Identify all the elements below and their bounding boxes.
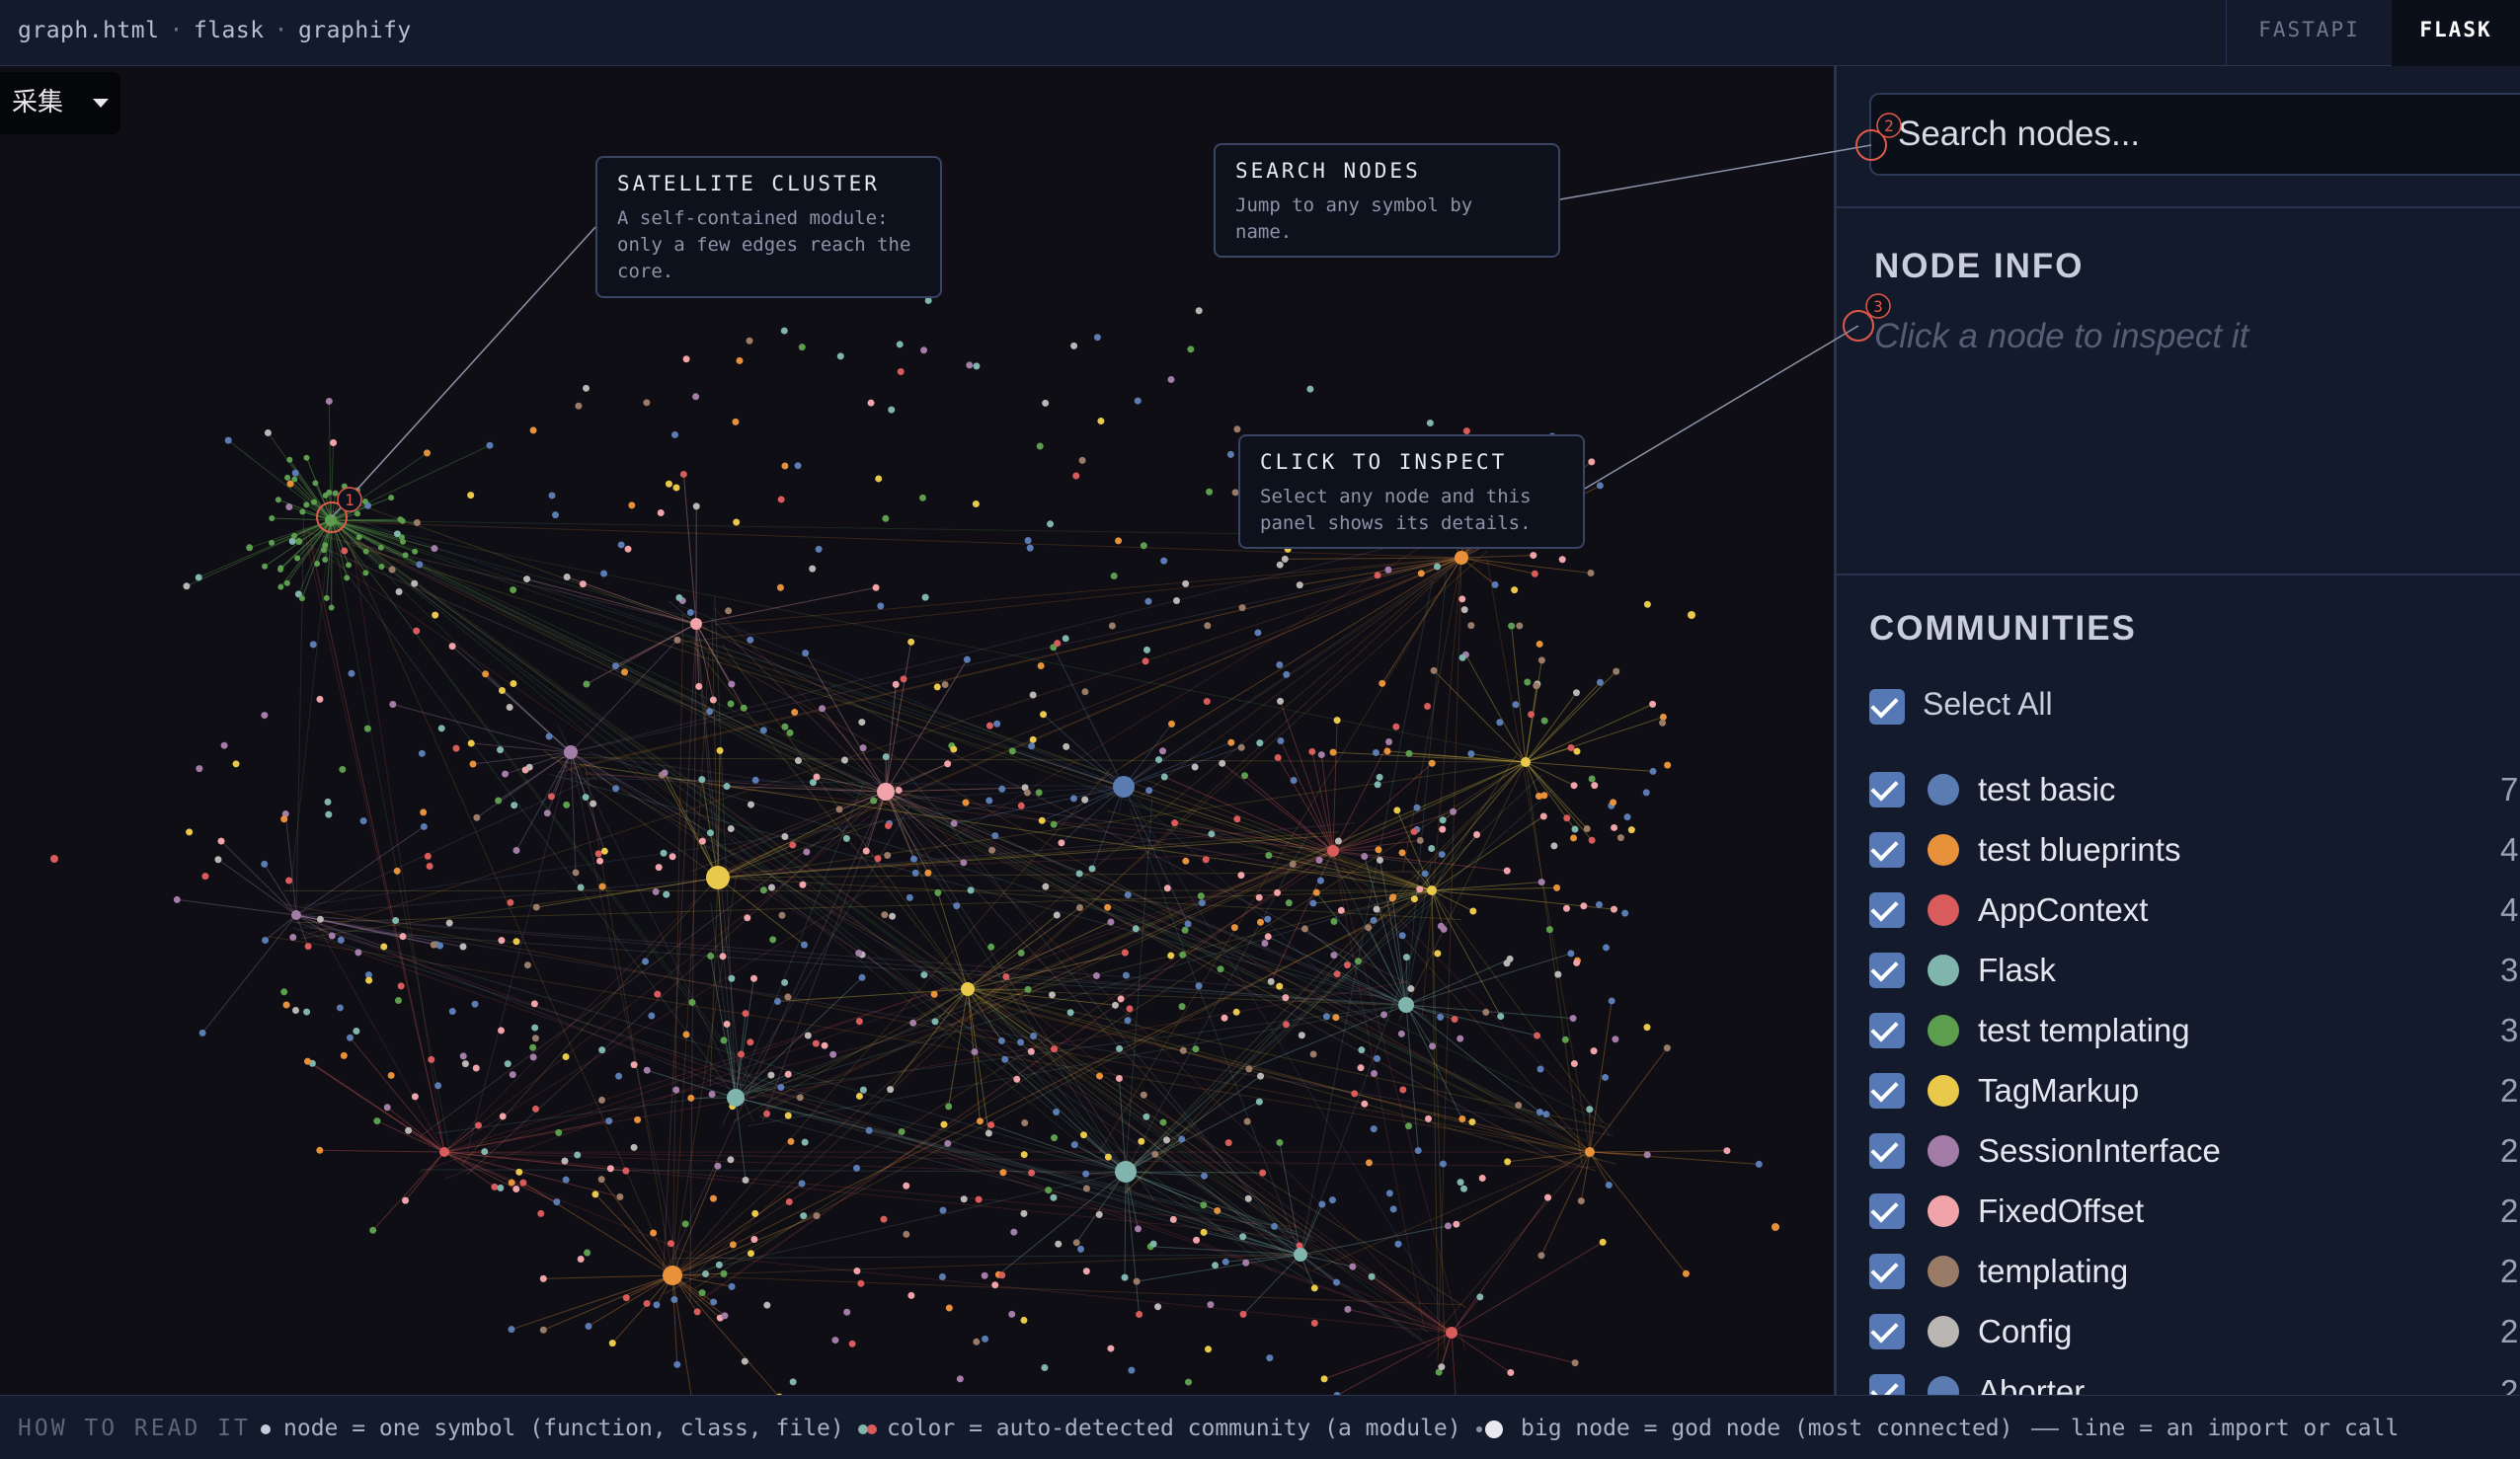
community-count: 2 xyxy=(2500,1132,2519,1169)
community-count: 2 xyxy=(2500,1373,2519,1395)
search-input[interactable] xyxy=(1869,93,2520,176)
callout-title: SEARCH NODES xyxy=(1235,159,1421,183)
divider xyxy=(1837,574,2520,576)
graph-svg[interactable] xyxy=(0,66,1834,1395)
community-count: 7 xyxy=(2500,771,2519,807)
community-count: 3 xyxy=(2500,952,2519,988)
breadcrumb-separator: · xyxy=(274,18,288,43)
community-row[interactable]: test templating 3 xyxy=(1837,1006,2520,1055)
community-name: Flask xyxy=(1978,952,2056,988)
community-row[interactable]: SessionInterface 2 xyxy=(1837,1126,2520,1176)
callout-satellite-cluster: SATELLITE CLUSTER A self-contained modul… xyxy=(595,156,942,298)
community-row[interactable]: TagMarkup 2 xyxy=(1837,1066,2520,1115)
community-count: 4 xyxy=(2500,891,2519,928)
community-checkbox[interactable] xyxy=(1869,1314,1905,1349)
node-info-placeholder: Click a node to inspect it xyxy=(1874,317,2249,355)
community-checkbox[interactable] xyxy=(1869,1073,1905,1109)
breadcrumb-tool: graphify xyxy=(297,18,412,43)
community-row[interactable]: templating 2 xyxy=(1837,1247,2520,1296)
language-selected: 采集 xyxy=(12,88,64,117)
community-color-dot xyxy=(1928,1256,1959,1287)
community-name: FixedOffset xyxy=(1978,1192,2145,1229)
callout-click-to-inspect: CLICK TO INSPECT Select any node and thi… xyxy=(1238,434,1585,549)
community-row[interactable]: Flask 3 xyxy=(1837,946,2520,995)
community-color-dot xyxy=(1928,894,1959,926)
community-color-dot xyxy=(1928,774,1959,806)
legend-line: line = an import or call xyxy=(2071,1416,2400,1441)
communities-title: COMMUNITIES xyxy=(1869,609,2137,648)
community-checkbox[interactable] xyxy=(1869,832,1905,868)
callout-title: SATELLITE CLUSTER xyxy=(617,172,880,195)
community-name: Config xyxy=(1978,1313,2073,1349)
breadcrumb: graph.html · flask · graphify xyxy=(18,18,412,43)
community-count: 2 xyxy=(2500,1192,2519,1229)
breadcrumb-project: flask xyxy=(193,18,265,43)
divider xyxy=(1837,206,2520,208)
side-panel: NODE INFO Click a node to inspect it COM… xyxy=(1834,66,2520,1395)
legend-node: node = one symbol (function, class, file… xyxy=(283,1416,844,1441)
community-checkbox[interactable] xyxy=(1869,1013,1905,1048)
community-name: test templating xyxy=(1978,1012,2190,1048)
legend-heading: HOW TO READ IT xyxy=(18,1416,251,1441)
node-info-title: NODE INFO xyxy=(1874,247,2085,285)
community-row[interactable]: Config 2 xyxy=(1837,1307,2520,1356)
callout-search-nodes: SEARCH NODES Jump to any symbol by name. xyxy=(1214,143,1560,258)
language-dropdown[interactable]: 采集 xyxy=(0,72,120,134)
legend-node-icon xyxy=(259,1416,273,1441)
community-color-dot xyxy=(1928,1135,1959,1167)
community-name: Aborter xyxy=(1978,1373,2086,1395)
community-checkbox[interactable] xyxy=(1869,1133,1905,1169)
community-name: AppContext xyxy=(1978,891,2149,928)
community-checkbox[interactable] xyxy=(1869,1374,1905,1395)
callout-body: Jump to any symbol by name. xyxy=(1235,194,1473,243)
community-color-dot xyxy=(1928,834,1959,866)
community-count: 2 xyxy=(2500,1313,2519,1349)
legend-bar: HOW TO READ IT node = one symbol (functi… xyxy=(0,1395,2520,1459)
legend-big-node: big node = god node (most connected) xyxy=(1521,1416,2013,1441)
callout-body: Select any node and this panel shows its… xyxy=(1260,486,1532,534)
select-all-checkbox[interactable] xyxy=(1869,689,1905,725)
community-name: TagMarkup xyxy=(1978,1072,2140,1109)
community-checkbox[interactable] xyxy=(1869,892,1905,928)
community-name: templating xyxy=(1978,1253,2129,1289)
tab-flask[interactable]: FLASK xyxy=(2392,0,2520,66)
community-checkbox[interactable] xyxy=(1869,1254,1905,1289)
community-color-dot xyxy=(1928,1195,1959,1227)
community-row[interactable]: test basic 7 xyxy=(1837,765,2520,814)
community-row[interactable]: AppContext 4 xyxy=(1837,885,2520,935)
community-row[interactable]: FixedOffset 2 xyxy=(1837,1187,2520,1236)
community-color-dot xyxy=(1928,1015,1959,1046)
breadcrumb-file: graph.html xyxy=(18,18,160,43)
community-checkbox[interactable] xyxy=(1869,953,1905,988)
community-name: test blueprints xyxy=(1978,831,2181,868)
community-count: 2 xyxy=(2500,1072,2519,1109)
community-color-dot xyxy=(1928,955,1959,986)
community-checkbox[interactable] xyxy=(1869,1193,1905,1229)
breadcrumb-separator: · xyxy=(169,18,184,43)
callout-title: CLICK TO INSPECT xyxy=(1260,450,1508,474)
legend-line-icon xyxy=(2029,1416,2061,1441)
community-name: test basic xyxy=(1978,771,2116,807)
community-checkbox[interactable] xyxy=(1869,772,1905,807)
community-color-dot xyxy=(1928,1316,1959,1347)
community-color-dot xyxy=(1928,1075,1959,1107)
legend-big-node-icon xyxy=(1474,1416,1504,1441)
callout-body: A self-contained module: only a few edge… xyxy=(617,207,911,282)
top-bar: graph.html · flask · graphify FASTAPI FLASK xyxy=(0,0,2520,66)
legend-color-icon xyxy=(857,1416,879,1441)
community-count: 2 xyxy=(2500,1253,2519,1289)
community-color-dot xyxy=(1928,1376,1959,1395)
community-row[interactable]: Aborter 2 xyxy=(1837,1367,2520,1395)
select-all-label[interactable]: Select All xyxy=(1923,686,2053,722)
community-row[interactable]: test blueprints 4 xyxy=(1837,825,2520,875)
community-count: 4 xyxy=(2500,831,2519,868)
community-count: 3 xyxy=(2500,1012,2519,1048)
community-name: SessionInterface xyxy=(1978,1132,2221,1169)
tab-fastapi[interactable]: FASTAPI xyxy=(2226,0,2392,66)
legend-color: color = auto-detected community (a modul… xyxy=(887,1416,1461,1441)
chevron-down-icon xyxy=(93,99,109,108)
